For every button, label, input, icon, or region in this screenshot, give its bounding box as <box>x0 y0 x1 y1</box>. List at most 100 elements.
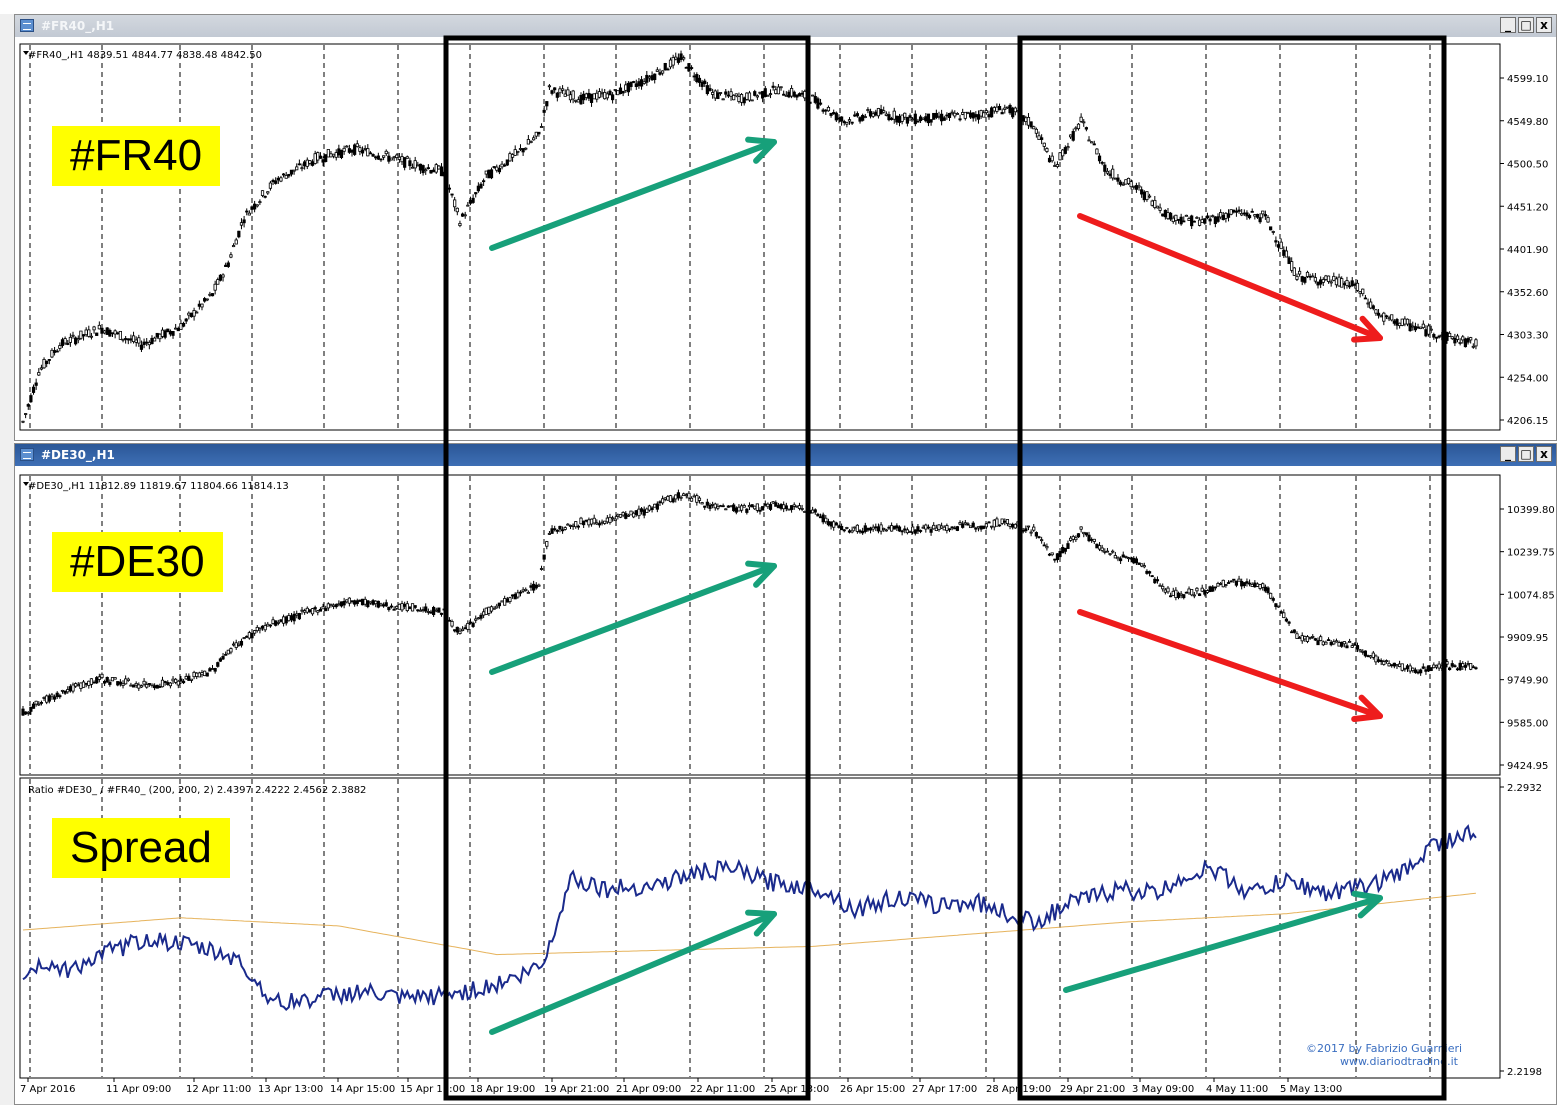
candle-body <box>266 191 270 194</box>
candle <box>1037 535 1041 539</box>
candle <box>474 192 478 198</box>
y-tick-label: 4303.30 <box>1507 331 1548 342</box>
candle-body <box>524 147 528 150</box>
candle-body <box>632 512 636 518</box>
candle-body <box>413 605 417 608</box>
candle-body <box>1342 641 1346 645</box>
candle-body <box>203 670 207 676</box>
candle-body <box>453 199 457 208</box>
candle-body <box>587 92 591 99</box>
candle <box>200 303 204 311</box>
close-button[interactable]: x <box>1536 446 1552 462</box>
candle-body <box>316 610 320 613</box>
candle <box>1326 637 1331 641</box>
candle-body <box>60 689 65 692</box>
candle <box>926 524 931 530</box>
candle <box>653 73 657 84</box>
candle-body <box>1379 315 1383 318</box>
candle-body <box>842 121 846 124</box>
x-tick-label: 12 Apr 11:00 <box>186 1084 251 1095</box>
candle <box>897 525 902 532</box>
candle <box>1032 125 1036 130</box>
candle-body <box>532 137 536 141</box>
y-tick-label: 2.2198 <box>1507 1067 1542 1078</box>
candle-body <box>168 330 172 335</box>
candle-body <box>560 529 565 532</box>
candle-body <box>510 594 515 597</box>
candle-body <box>292 613 296 622</box>
maximize-button[interactable]: □ <box>1518 446 1534 462</box>
candle-body <box>532 583 536 591</box>
candle-body <box>979 110 983 117</box>
candle-body <box>1313 277 1317 282</box>
candle-body <box>1095 543 1099 549</box>
candle-body <box>108 681 112 685</box>
candle-body <box>92 326 96 331</box>
candle-body <box>632 81 636 83</box>
candle <box>42 357 46 369</box>
candle-body <box>439 612 444 615</box>
candle-body <box>1345 280 1349 286</box>
candle-body <box>1068 537 1073 541</box>
arrow-shaft <box>1063 895 1383 993</box>
candle-body <box>1382 661 1386 665</box>
y-tick-label: 2.2932 <box>1507 783 1542 794</box>
candle <box>166 328 170 333</box>
candle-body <box>247 632 251 639</box>
candle-body <box>1037 135 1041 140</box>
candle <box>1211 214 1215 218</box>
candle <box>884 528 888 532</box>
candle <box>421 164 425 176</box>
close-button[interactable]: x <box>1536 17 1552 33</box>
candle <box>742 503 746 508</box>
y-tick-label: 10399.80 <box>1507 505 1555 516</box>
candle <box>139 340 144 353</box>
minimize-button[interactable]: _ <box>1500 446 1516 462</box>
candle <box>1121 181 1125 186</box>
candle-body <box>1461 336 1465 341</box>
fr40-window-titlebar[interactable]: #FR40_,H1 _ □ x <box>15 15 1556 37</box>
candle-body <box>1371 652 1375 658</box>
candle <box>342 597 346 609</box>
candle <box>1311 273 1315 278</box>
candle-body <box>963 522 967 525</box>
candle <box>1242 582 1246 589</box>
candle-body <box>1300 635 1304 642</box>
candle-body <box>324 608 328 612</box>
candle <box>716 89 720 100</box>
candle <box>597 520 602 528</box>
spread-ratio-line <box>22 824 1477 1012</box>
candle-body <box>489 606 494 612</box>
candle <box>1029 121 1033 129</box>
candle-body <box>724 508 728 511</box>
candle-body <box>84 329 88 336</box>
candle-body <box>1090 539 1094 541</box>
candle <box>1208 215 1212 226</box>
candle <box>58 693 62 699</box>
candle <box>142 678 146 687</box>
candle <box>245 208 249 216</box>
candle <box>1421 320 1425 330</box>
maximize-button[interactable]: □ <box>1518 17 1534 33</box>
candle-body <box>687 492 691 499</box>
candle-body <box>884 529 888 532</box>
candle <box>774 500 778 507</box>
candle <box>176 679 180 689</box>
candle-body <box>763 88 767 97</box>
candle <box>1216 213 1220 223</box>
de30-window-titlebar[interactable]: #DE30_,H1 _ □ x <box>15 444 1556 466</box>
candle <box>395 153 399 161</box>
arrow-head <box>745 136 777 164</box>
candle-body <box>774 89 778 94</box>
candle-body <box>66 689 70 693</box>
candle <box>1271 596 1275 603</box>
candle-body <box>1005 106 1010 109</box>
candle-body <box>621 512 625 516</box>
minimize-button[interactable]: _ <box>1500 17 1516 33</box>
candle <box>1334 638 1339 643</box>
candle-body <box>597 91 602 98</box>
candle <box>1119 179 1123 187</box>
candle <box>863 113 867 119</box>
candle <box>1469 663 1473 671</box>
